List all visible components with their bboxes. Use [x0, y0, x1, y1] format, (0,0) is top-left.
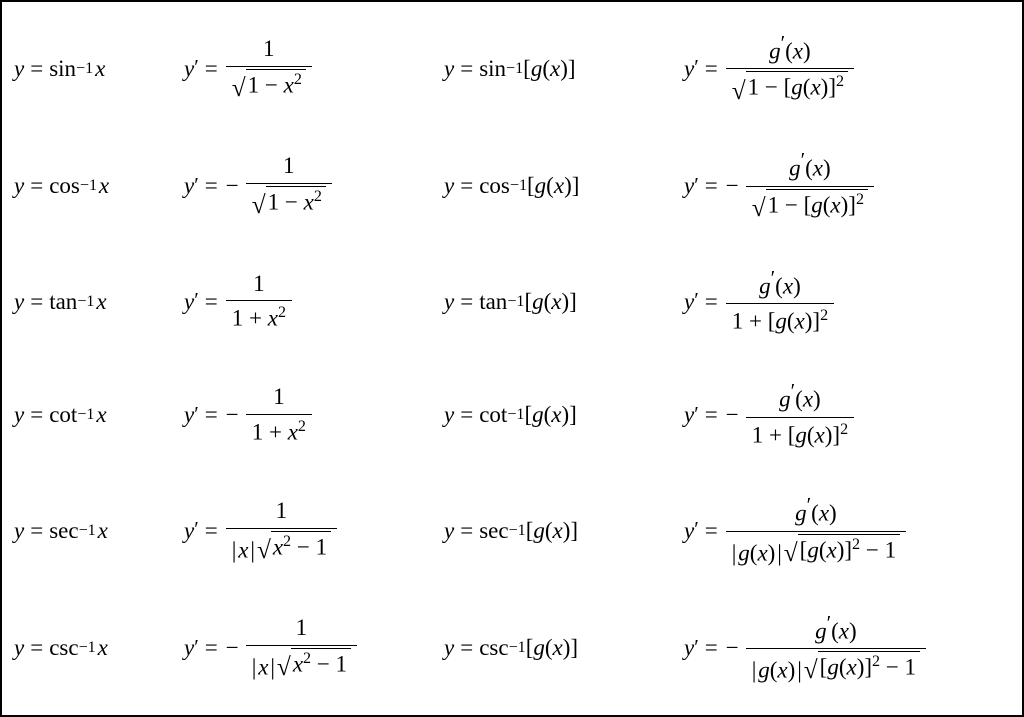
- row-tan: y=tan−1 xy′=11 + x2y=tan−1[g(x)]y′=g′(x)…: [14, 265, 1010, 339]
- deriv-csc-g: y′=−g′(x)| g(x) | √[g(x)]2 − 1: [684, 610, 1010, 687]
- func-csc-x: y=csc−1 x: [14, 635, 184, 661]
- deriv-csc-x: y′=−1| x | √x2 − 1: [184, 612, 444, 684]
- func-sec-x: y=sec−1 x: [14, 518, 184, 544]
- deriv-cot-g: y′=−g′(x)1 + [g(x)]2: [684, 378, 1010, 452]
- deriv-cot-x: y′=−11 + x2: [184, 381, 444, 449]
- row-sin: y=sin−1 xy′=1√1 − x2y=sin−1[g(x)]y′=g′(x…: [14, 30, 1010, 107]
- func-cos-g: y=cos−1[g(x)]: [444, 173, 684, 199]
- row-csc: y=csc−1 xy′=−1| x | √x2 − 1y=csc−1[g(x)]…: [14, 610, 1010, 687]
- func-cos-x: y=cos−1 x: [14, 173, 184, 199]
- func-tan-g: y=tan−1[g(x)]: [444, 289, 684, 315]
- deriv-sin-g: y′=g′(x)√1 − [g(x)]2: [684, 30, 1010, 107]
- func-sin-g: y=sin−1[g(x)]: [444, 56, 684, 82]
- row-cos: y=cos−1 xy′=−1√1 − x2y=cos−1[g(x)]y′=−g′…: [14, 147, 1010, 224]
- formula-table: y=sin−1 xy′=1√1 − x2y=sin−1[g(x)]y′=g′(x…: [0, 0, 1024, 717]
- deriv-cos-x: y′=−1√1 − x2: [184, 150, 444, 222]
- func-csc-g: y=csc−1[g(x)]: [444, 635, 684, 661]
- func-cot-x: y=cot−1 x: [14, 402, 184, 428]
- deriv-tan-x: y′=11 + x2: [184, 268, 444, 336]
- deriv-tan-g: y′=g′(x)1 + [g(x)]2: [684, 265, 1010, 339]
- deriv-sin-x: y′=1√1 − x2: [184, 33, 444, 105]
- row-sec: y=sec−1 xy′=1| x | √x2 − 1y=sec−1[g(x)]y…: [14, 492, 1010, 569]
- func-tan-x: y=tan−1 x: [14, 289, 184, 315]
- func-sec-g: y=sec−1[g(x)]: [444, 518, 684, 544]
- func-cot-g: y=cot−1[g(x)]: [444, 402, 684, 428]
- deriv-sec-g: y′=g′(x)| g(x) | √[g(x)]2 − 1: [684, 492, 1010, 569]
- deriv-sec-x: y′=1| x | √x2 − 1: [184, 495, 444, 567]
- func-sin-x: y=sin−1 x: [14, 56, 184, 82]
- deriv-cos-g: y′=−g′(x)√1 − [g(x)]2: [684, 147, 1010, 224]
- row-cot: y=cot−1 xy′=−11 + x2y=cot−1[g(x)]y′=−g′(…: [14, 378, 1010, 452]
